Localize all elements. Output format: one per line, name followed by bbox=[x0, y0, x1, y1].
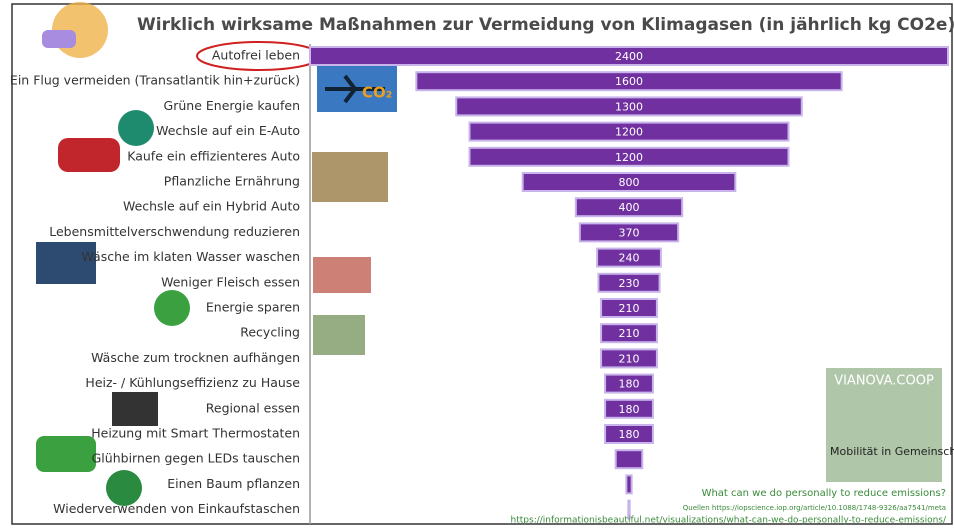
category-label: Wäsche im klaten Wasser waschen bbox=[81, 249, 300, 264]
category-label: Kaufe ein effizienteres Auto bbox=[127, 148, 300, 163]
chart: Wirklich wirksame Maßnahmen zur Vermeidu… bbox=[0, 0, 954, 528]
value-label: 1600 bbox=[615, 75, 643, 88]
category-label: Autofrei leben bbox=[212, 48, 300, 63]
category-label: Wechsle auf ein E-Auto bbox=[156, 123, 300, 138]
category-label: Grüne Energie kaufen bbox=[164, 98, 300, 113]
category-label: Heiz- / Kühlungseffizienz zu Hause bbox=[85, 375, 300, 390]
category-label: Wechsle auf ein Hybrid Auto bbox=[123, 199, 300, 214]
value-label: 1300 bbox=[615, 100, 643, 113]
value-label: 1200 bbox=[615, 151, 643, 164]
category-label: Heizung mit Smart Thermostaten bbox=[91, 426, 300, 441]
category-label: Regional essen bbox=[206, 400, 300, 415]
value-label: 370 bbox=[619, 226, 640, 239]
annotation: https://informationisbeautiful.net/visua… bbox=[511, 516, 947, 526]
value-label: 180 bbox=[619, 378, 640, 391]
category-label: Glühbirnen gegen LEDs tauschen bbox=[92, 451, 300, 466]
annotation: CO₂ bbox=[362, 84, 392, 102]
category-label: Energie sparen bbox=[206, 300, 300, 315]
category-label: Wiederverwenden von Einkaufstaschen bbox=[53, 501, 300, 516]
value-label: 800 bbox=[619, 176, 640, 189]
value-label: 210 bbox=[619, 302, 640, 315]
value-label: 180 bbox=[619, 403, 640, 416]
annotation: Mobilität in Gemeinschaft bbox=[830, 445, 954, 458]
category-label: Pflanzliche Ernährung bbox=[164, 174, 300, 189]
value-label: 2400 bbox=[615, 50, 643, 63]
category-label: Wäsche zum trocknen aufhängen bbox=[91, 350, 300, 365]
annotation: What can we do personally to reduce emis… bbox=[702, 488, 946, 499]
value-label: 230 bbox=[619, 277, 640, 290]
category-label: Weniger Fleisch essen bbox=[161, 274, 300, 289]
bar bbox=[626, 475, 631, 493]
annotation: Quellen https://iopscience.iop.org/artic… bbox=[683, 504, 946, 512]
category-label: Ein Flug vermeiden (Transatlantik hin+zu… bbox=[10, 73, 300, 88]
category-label: Einen Baum pflanzen bbox=[167, 476, 300, 491]
annotation: VIANOVA.COOP bbox=[834, 374, 934, 389]
value-label: 1200 bbox=[615, 126, 643, 139]
chart-title: Wirklich wirksame Maßnahmen zur Vermeidu… bbox=[137, 15, 954, 35]
value-label: 210 bbox=[619, 327, 640, 340]
category-label: Lebensmittelverschwendung reduzieren bbox=[49, 224, 300, 239]
value-label: 400 bbox=[619, 201, 640, 214]
value-label: 240 bbox=[619, 252, 640, 265]
value-label: 180 bbox=[619, 428, 640, 441]
category-label: Recycling bbox=[240, 325, 300, 340]
value-label: 210 bbox=[619, 352, 640, 365]
bar bbox=[616, 450, 643, 468]
